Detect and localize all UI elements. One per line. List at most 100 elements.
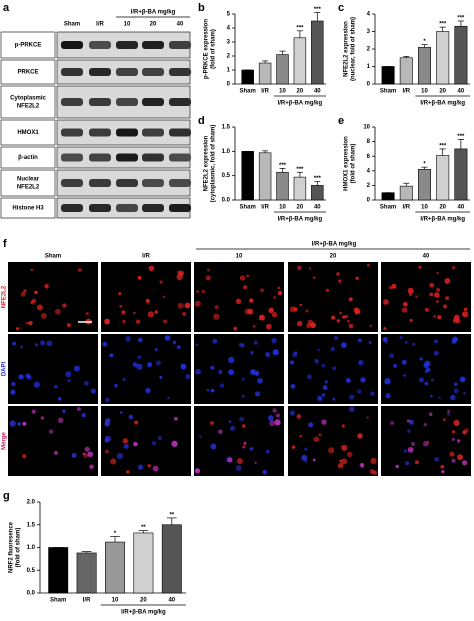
group-label: I/R+β-BA mg/kg (121, 610, 166, 616)
panel-letter: c (338, 2, 344, 14)
y-axis-label: (fold of sham) (16, 528, 22, 568)
cell (67, 379, 71, 382)
cell (321, 393, 326, 397)
group-label: I/R+β-BA mg/kg (420, 217, 465, 223)
cell (210, 443, 217, 450)
cell (76, 407, 81, 412)
cell (11, 381, 16, 387)
cell (48, 429, 54, 434)
cell (137, 275, 142, 280)
cell (434, 457, 440, 462)
cell (435, 300, 439, 304)
y-tick-label: 0 (367, 198, 371, 204)
blot-band (89, 41, 111, 49)
cell (62, 303, 67, 308)
cell (57, 397, 62, 401)
cell (266, 323, 272, 330)
blot-row-label: NFE2L2 (17, 185, 40, 191)
cell (114, 383, 118, 388)
cell (457, 439, 461, 443)
bar (241, 151, 254, 201)
cell (424, 381, 429, 386)
cell (145, 387, 151, 394)
cell (436, 271, 440, 275)
x-tick-label: Sham (240, 89, 256, 95)
cell (296, 320, 303, 327)
cell (44, 284, 49, 289)
cell (253, 340, 258, 345)
cell (185, 373, 191, 380)
cell (348, 297, 353, 302)
cell (342, 315, 346, 319)
column-label: I/R (96, 22, 104, 28)
cell (349, 394, 355, 400)
micrograph (8, 262, 98, 332)
cell (277, 286, 281, 290)
cell (453, 382, 458, 387)
cell (345, 315, 348, 318)
cell (119, 304, 123, 308)
cell (238, 343, 242, 347)
cell (330, 346, 336, 352)
cell (391, 283, 397, 289)
y-axis-label: HMOX1 expression (344, 136, 350, 191)
cell (20, 345, 23, 349)
cell (136, 363, 143, 370)
x-tick-label: 10 (112, 598, 119, 604)
blot-label-box (0, 169, 56, 197)
cell (315, 360, 319, 364)
x-tick-label: 20 (439, 205, 446, 211)
row-label: Merge (2, 432, 8, 450)
column-label: 20 (330, 254, 337, 260)
cell (462, 430, 467, 435)
cell (318, 433, 322, 437)
y-tick-label: 3 (227, 40, 231, 46)
cell (257, 378, 263, 384)
cell (254, 461, 257, 465)
blot-band (142, 153, 164, 162)
blot-label-box (0, 119, 56, 146)
cell (201, 289, 206, 294)
y-tick-label: 1.0 (27, 545, 36, 551)
cell (109, 353, 114, 358)
y-tick-label: 1 (227, 68, 231, 74)
blot-label-box (0, 85, 56, 119)
cell (419, 357, 423, 361)
blot-row-label: Histone H3 (12, 206, 44, 212)
blot-band (169, 41, 191, 49)
column-label: 20 (150, 22, 157, 28)
cell (65, 371, 72, 378)
cell (40, 312, 47, 319)
cell (441, 470, 445, 474)
cell (333, 335, 339, 341)
column-label: 10 (124, 22, 131, 28)
cell (429, 282, 435, 288)
cell (40, 340, 46, 346)
cell (126, 470, 130, 474)
blot-band (169, 179, 191, 187)
cell (102, 341, 108, 347)
cell (433, 314, 437, 318)
bar (293, 176, 307, 201)
cell (433, 350, 439, 356)
x-tick-label: 20 (297, 205, 304, 211)
group-label: I/R+β-BA mg/kg (420, 101, 465, 107)
blot-band (61, 153, 83, 162)
cell (159, 280, 163, 284)
cell (17, 422, 22, 426)
cell (137, 464, 144, 470)
cell (403, 374, 406, 377)
blot-band (142, 68, 164, 76)
cell (336, 272, 340, 276)
y-tick-label: 5 (227, 12, 231, 18)
cell (27, 374, 32, 380)
y-tick-label: 1.5 (222, 125, 231, 131)
cell (268, 307, 274, 314)
cell (241, 424, 246, 428)
x-tick-label: 10 (279, 205, 286, 211)
significance: *** (296, 167, 304, 173)
blot-band (169, 153, 191, 162)
cell (34, 290, 38, 295)
cell (210, 388, 215, 393)
